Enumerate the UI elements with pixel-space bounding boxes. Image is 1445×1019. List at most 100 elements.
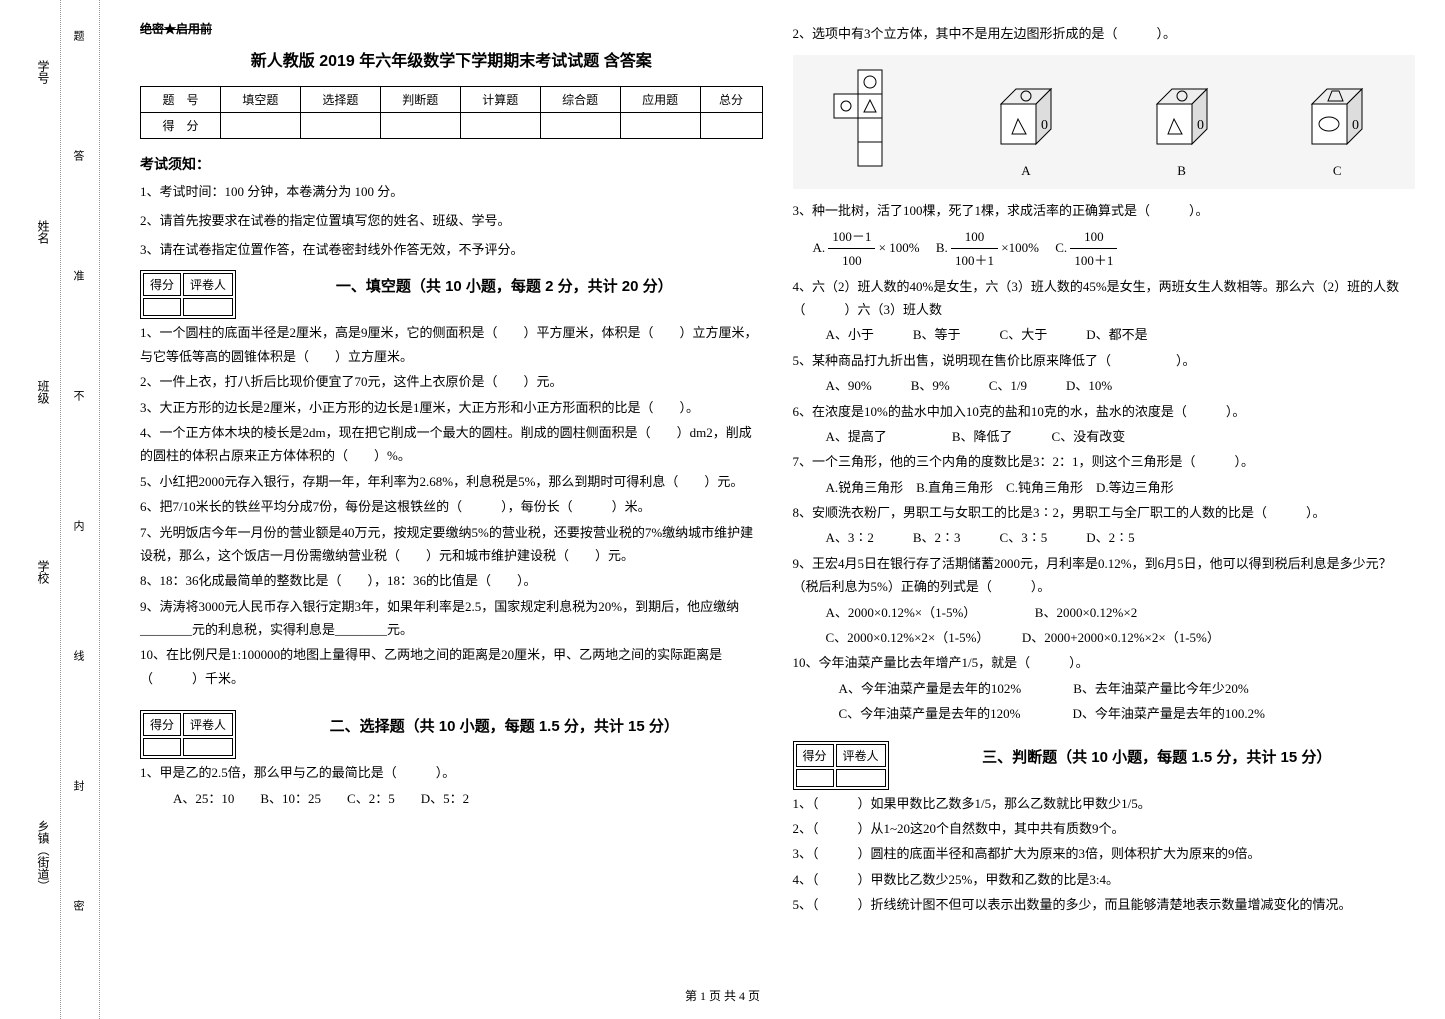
options: A、今年油菜产量是去年的102% B、去年油菜产量比今年少20%	[793, 677, 1416, 700]
question: 3、大正方形的边长是2厘米，小正方形的边长是1厘米，大正方形和小正方形面积的比是…	[140, 396, 763, 419]
question: 5、小红把2000元存入银行，存期一年，年利率为2.68%，利息税是5%，那么到…	[140, 470, 763, 493]
question: 2、（ ）从1~20这20个自然数中，其中共有质数9个。	[793, 817, 1416, 840]
cube-label: A	[986, 163, 1066, 179]
question: 6、在浓度是10%的盐水中加入10克的盐和10克的水，盐水的浓度是（ ）。	[793, 400, 1416, 423]
section-title: 二、选择题（共 10 小题，每题 1.5 分，共计 15 分）	[246, 715, 762, 736]
notice-title: 考试须知：	[140, 154, 763, 174]
question: 1、一个圆柱的底面半径是2厘米，高是9厘米，它的侧面积是（ ）平方厘米，体积是（…	[140, 321, 763, 368]
suffix: × 100%	[879, 240, 920, 255]
cube-option: 0 A	[986, 79, 1066, 179]
question: 1、甲是乙的2.5倍，那么甲与乙的最简比是（ ）。	[140, 761, 763, 784]
col-header: 应用题	[620, 87, 700, 113]
score-box: 得分评卷人	[140, 270, 236, 319]
grader-label: 评卷人	[183, 273, 233, 296]
col-header: 综合题	[540, 87, 620, 113]
seal-mark: 密	[70, 900, 86, 911]
denominator: 100＋1	[1070, 249, 1117, 272]
options: C、今年油菜产量是去年的120% D、今年油菜产量是去年的100.2%	[793, 702, 1416, 725]
question: 4、六（2）班人数的40%是女生，六（3）班人数的45%是女生，两班女生人数相等…	[793, 275, 1416, 322]
seal-mark: 内	[70, 520, 86, 531]
col-header: 选择题	[300, 87, 380, 113]
table-row: 题 号 填空题 选择题 判断题 计算题 综合题 应用题 总分	[141, 87, 763, 113]
question: 5、（ ）折线统计图不但可以表示出数量的多少，而且能够清楚地表示数量增减变化的情…	[793, 893, 1416, 916]
opt-label: A.	[813, 240, 826, 255]
question: 9、王宏4月5日在银行存了活期储蓄2000元，月利率是0.12%，到6月5日，他…	[793, 552, 1416, 599]
svg-text:0: 0	[1041, 118, 1048, 133]
suffix: ×100%	[1001, 240, 1039, 255]
fraction: 100 100＋1	[951, 225, 998, 273]
question: 2、选项中有3个立方体，其中不是用左边图形折成的是（ ）。	[793, 22, 1416, 45]
right-column: 2、选项中有3个立方体，其中不是用左边图形折成的是（ ）。	[793, 20, 1416, 919]
cube-icon: 0	[1142, 79, 1222, 159]
score-box: 得分评卷人	[793, 741, 889, 790]
binding-sidebar: 学号 姓名 班级 学校 乡镇（街道） 题 答 准 不 内 线 封 密	[0, 0, 100, 1019]
dotted-line	[60, 0, 61, 1019]
question: 4、（ ）甲数比乙数少25%，甲数和乙数的比是3:4。	[793, 868, 1416, 891]
numerator: 100	[1070, 225, 1117, 249]
seal-mark: 题	[70, 30, 86, 41]
sidebar-label: 学号	[35, 60, 52, 84]
score-box: 得分评卷人	[140, 710, 236, 759]
grader-label: 评卷人	[836, 744, 886, 767]
section-title: 一、填空题（共 10 小题，每题 2 分，共计 20 分）	[246, 275, 762, 296]
options: A、25：10 B、10：25 C、2：5 D、5：2	[140, 787, 763, 810]
fraction: 100 100＋1	[1070, 225, 1117, 273]
section-head: 得分评卷人 三、判断题（共 10 小题，每题 1.5 分，共计 15 分）	[793, 741, 1416, 790]
options: C、2000×0.12%×2×（1-5%） D、2000+2000×0.12%×…	[793, 626, 1416, 649]
fraction: 100－1 100	[828, 225, 875, 273]
options: A、2000×0.12%×（1-5%） B、2000×0.12%×2	[793, 601, 1416, 624]
denominator: 100	[828, 249, 875, 272]
options: A、小于 B、等于 C、大于 D、都不是	[793, 323, 1416, 346]
exam-title: 新人教版 2019 年六年级数学下学期期末考试试题 含答案	[140, 47, 763, 71]
options: A、90% B、9% C、1/9 D、10%	[793, 374, 1416, 397]
question: 8、安顺洗衣粉厂，男职工与女职工的比是3∶2，男职工与全厂职工的人数的比是（ ）…	[793, 501, 1416, 524]
question: 2、一件上衣，打八折后比现价便宜了70元，这件上衣原价是（ ）元。	[140, 370, 763, 393]
col-header: 填空题	[220, 87, 300, 113]
grader-label: 评卷人	[183, 713, 233, 736]
question: 5、某种商品打九折出售，说明现在售价比原来降低了（ ）。	[793, 349, 1416, 372]
question: 3、种一批树，活了100棵，死了1棵，求成活率的正确算式是（ ）。	[793, 199, 1416, 222]
notice-item: 2、请首先按要求在试卷的指定位置填写您的姓名、班级、学号。	[140, 211, 763, 232]
numerator: 100	[951, 225, 998, 249]
options: A、3∶2 B、2∶3 C、3∶5 D、2∶5	[793, 526, 1416, 549]
opt-label: C.	[1055, 240, 1067, 255]
col-header: 题 号	[141, 87, 221, 113]
page-content: 绝密★启用前 新人教版 2019 年六年级数学下学期期末考试试题 含答案 题 号…	[110, 0, 1445, 939]
question: 8、18：36化成最简单的整数比是（ ），18：36的比值是（ ）。	[140, 569, 763, 592]
score-label: 得分	[143, 273, 181, 296]
cube-net	[830, 65, 910, 179]
seal-mark: 封	[70, 780, 86, 791]
svg-text:0: 0	[1352, 118, 1359, 133]
notice-item: 1、考试时间：100 分钟，本卷满分为 100 分。	[140, 182, 763, 203]
cube-option: 0 C	[1297, 79, 1377, 179]
row-label: 得 分	[141, 113, 221, 139]
table-row: 得 分	[141, 113, 763, 139]
col-header: 判断题	[380, 87, 460, 113]
page-footer: 第 1 页 共 4 页	[0, 987, 1445, 1004]
section-head: 得分评卷人 一、填空题（共 10 小题，每题 2 分，共计 20 分）	[140, 270, 763, 319]
denominator: 100＋1	[951, 249, 998, 272]
svg-text:0: 0	[1197, 118, 1204, 133]
question: 3、（ ）圆柱的底面半径和高都扩大为原来的3倍，则体积扩大为原来的9倍。	[793, 842, 1416, 865]
cube-option: 0 B	[1142, 79, 1222, 179]
question: 9、涛涛将3000元人民币存入银行定期3年，如果年利率是2.5，国家规定利息税为…	[140, 595, 763, 642]
score-table: 题 号 填空题 选择题 判断题 计算题 综合题 应用题 总分 得 分	[140, 86, 763, 139]
question: 7、一个三角形，他的三个内角的度数比是3：2：1，则这个三角形是（ ）。	[793, 450, 1416, 473]
question: 10、在比例尺是1:100000的地图上量得甲、乙两地之间的距离是20厘米，甲、…	[140, 643, 763, 690]
left-column: 绝密★启用前 新人教版 2019 年六年级数学下学期期末考试试题 含答案 题 号…	[140, 20, 763, 919]
question: 10、今年油菜产量比去年增产1/5，就是（ ）。	[793, 651, 1416, 674]
cube-diagram: 0 A 0 B	[793, 55, 1416, 189]
cube-icon: 0	[986, 79, 1066, 159]
sidebar-label: 乡镇（街道）	[35, 820, 52, 892]
options: A. 100－1 100 × 100% B. 100 100＋1 ×100% C…	[793, 225, 1416, 273]
seal-mark: 准	[70, 270, 86, 281]
seal-mark: 答	[70, 150, 86, 161]
sidebar-label: 班级	[35, 380, 52, 404]
section-title: 三、判断题（共 10 小题，每题 1.5 分，共计 15 分）	[899, 746, 1415, 767]
score-label: 得分	[143, 713, 181, 736]
sidebar-label: 姓名	[35, 220, 52, 244]
question: 4、一个正方体木块的棱长是2dm，现在把它削成一个最大的圆柱。削成的圆柱侧面积是…	[140, 421, 763, 468]
options: A、提高了 B、降低了 C、没有改变	[793, 425, 1416, 448]
question: 1、（ ）如果甲数比乙数多1/5，那么乙数就比甲数少1/5。	[793, 792, 1416, 815]
cube-label: C	[1297, 163, 1377, 179]
